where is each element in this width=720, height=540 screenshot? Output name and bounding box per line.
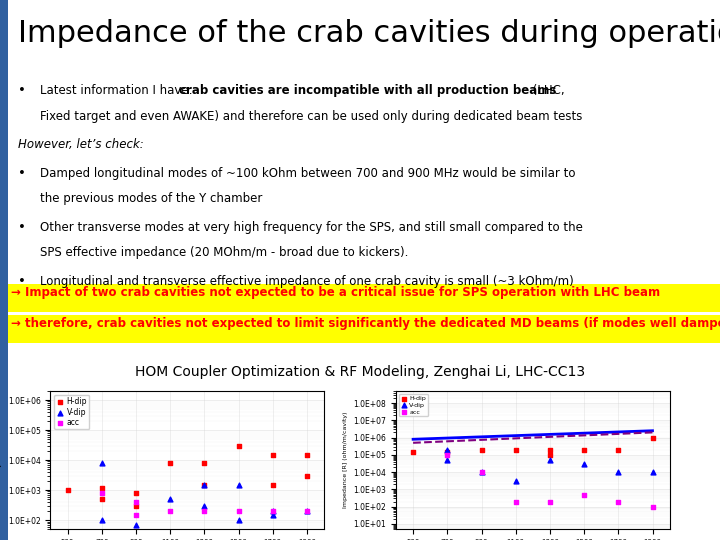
H-dip [130, 502, 142, 510]
H-dip [476, 446, 487, 454]
V-dip [301, 507, 312, 516]
H-dip [301, 450, 312, 459]
acc [233, 507, 244, 516]
Y-axis label: Impedance [R] (ohm/m/cavity): Impedance [R] (ohm/m/cavity) [343, 412, 348, 508]
acc [544, 497, 556, 506]
Text: → therefore, crab cavities not expected to limit significantly the dedicated MD : → therefore, crab cavities not expected … [11, 317, 720, 330]
Text: •: • [18, 167, 26, 180]
acc [130, 510, 142, 519]
H-dip [647, 433, 658, 442]
V-dip [267, 507, 279, 516]
H-dip [199, 458, 210, 467]
H-dip [267, 481, 279, 489]
H-dip [578, 446, 590, 454]
H-dip [62, 486, 73, 495]
Text: •: • [18, 84, 26, 97]
Text: crab cavities are incompatible with all production beams: crab cavities are incompatible with all … [179, 84, 556, 97]
V-dip [441, 446, 453, 454]
Text: the previous modes of the Y chamber: the previous modes of the Y chamber [40, 192, 262, 205]
V-dip [96, 458, 107, 467]
Text: Damped longitudinal modes of ~100 kOhm between 700 and 900 MHz would be similar : Damped longitudinal modes of ~100 kOhm b… [40, 167, 575, 180]
V-dip [233, 481, 244, 489]
Text: → Impact of two crab cavities not expected to be a critical issue for SPS operat: → Impact of two crab cavities not expect… [11, 286, 660, 299]
H-dip [199, 481, 210, 489]
Legend: H-dip, V-dip, acc: H-dip, V-dip, acc [399, 394, 428, 416]
acc [476, 468, 487, 476]
Text: Other transverse modes at very high frequency for the SPS, and still small compa: Other transverse modes at very high freq… [40, 221, 582, 234]
H-dip [613, 446, 624, 454]
Legend: H-dip, V-dip, acc: H-dip, V-dip, acc [54, 395, 89, 429]
V-dip [164, 495, 176, 503]
V-dip [544, 456, 556, 464]
Text: Latest information I have:: Latest information I have: [40, 84, 196, 97]
acc [267, 507, 279, 516]
acc [96, 489, 107, 497]
H-dip [408, 448, 419, 456]
acc [164, 507, 176, 516]
V-dip [233, 516, 244, 524]
V-dip [130, 521, 142, 529]
H-dip [510, 446, 521, 454]
H-dip [96, 483, 107, 492]
H-dip [544, 450, 556, 459]
Text: HOM Coupler Optimization & RF Modeling, Zenghai Li, LHC-CC13: HOM Coupler Optimization & RF Modeling, … [135, 365, 585, 379]
H-dip [544, 446, 556, 454]
V-dip [578, 460, 590, 468]
V-dip [96, 516, 107, 524]
acc [510, 497, 521, 506]
FancyBboxPatch shape [0, 0, 8, 540]
V-dip [647, 468, 658, 476]
V-dip [510, 477, 521, 485]
H-dip [267, 450, 279, 459]
H-dip [441, 448, 453, 456]
H-dip [164, 458, 176, 467]
V-dip [199, 481, 210, 489]
Text: Longitudinal and transverse effective impedance of one crab cavity is small (~3 : Longitudinal and transverse effective im… [40, 275, 573, 288]
acc [199, 507, 210, 516]
H-dip [96, 495, 107, 503]
H-dip [301, 471, 312, 480]
Text: Fixed target and even AWAKE) and therefore can be used only during dedicated bea: Fixed target and even AWAKE) and therefo… [40, 110, 582, 123]
Y-axis label: Qext: Qext [0, 450, 2, 470]
acc [578, 490, 590, 499]
H-dip [130, 489, 142, 497]
FancyBboxPatch shape [8, 315, 720, 343]
V-dip [267, 510, 279, 519]
V-dip [199, 502, 210, 510]
H-dip [233, 441, 244, 450]
Text: •: • [18, 275, 26, 288]
Text: •: • [18, 221, 26, 234]
V-dip [613, 468, 624, 476]
V-dip [441, 456, 453, 464]
FancyBboxPatch shape [8, 284, 720, 312]
Text: (LHC,: (LHC, [529, 84, 564, 97]
acc [613, 497, 624, 506]
Text: Impedance of the crab cavities during operation: Impedance of the crab cavities during op… [18, 19, 720, 48]
Text: SPS effective impedance (20 MOhm/m - broad due to kickers).: SPS effective impedance (20 MOhm/m - bro… [40, 246, 408, 259]
acc [301, 507, 312, 516]
V-dip [476, 468, 487, 476]
Text: However, let’s check:: However, let’s check: [18, 138, 144, 151]
acc [647, 502, 658, 511]
acc [130, 498, 142, 507]
acc [441, 450, 453, 459]
